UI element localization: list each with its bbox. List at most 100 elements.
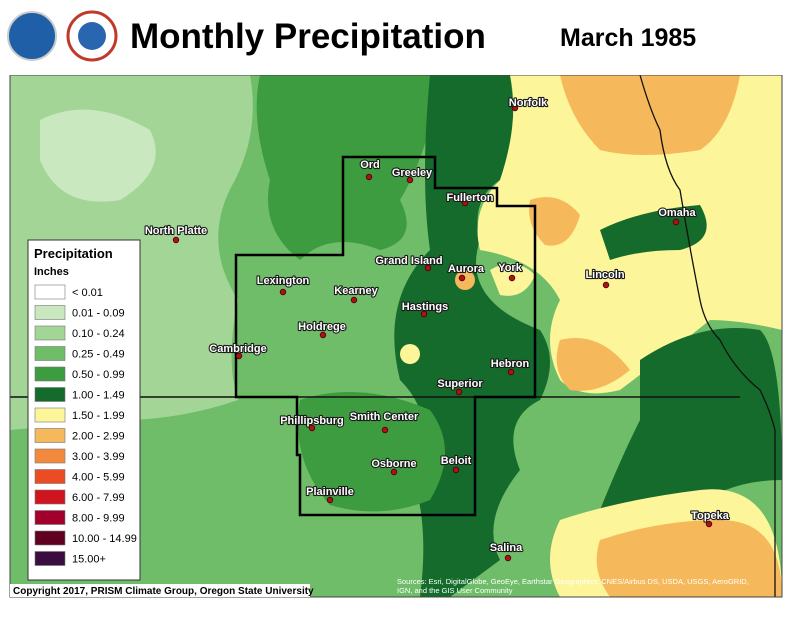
city-dot <box>326 496 334 504</box>
city-label: Salina <box>490 542 523 554</box>
city-label: Kearney <box>334 285 378 297</box>
city-label: Plainville <box>306 486 354 498</box>
city-dot <box>172 236 180 244</box>
city-label: Aurora <box>448 263 485 275</box>
city-dot <box>458 274 466 282</box>
legend-swatch <box>34 325 66 341</box>
legend-swatch <box>34 469 66 484</box>
city-dot <box>365 173 373 181</box>
city-dot <box>672 218 680 226</box>
city-label: Fullerton <box>446 192 493 204</box>
city-label: Beloit <box>441 455 472 467</box>
legend-label: 0.25 - 0.49 <box>72 349 125 361</box>
noaa-logo <box>7 11 57 61</box>
header-band <box>0 0 792 75</box>
source-text: IGN, and the GIS User Community <box>397 586 513 595</box>
city-label: North Platte <box>145 225 207 237</box>
legend-title: Precipitation <box>34 246 113 261</box>
wet-spot <box>400 344 420 364</box>
wet-region <box>256 75 440 260</box>
legend-swatch <box>34 428 66 443</box>
study-area-outline <box>234 155 537 517</box>
city-dot <box>508 274 516 282</box>
city-dot <box>461 199 469 207</box>
legend-label: 6.00 - 7.99 <box>72 492 125 504</box>
city-label: Ord <box>360 159 380 171</box>
legend-swatch <box>34 489 66 505</box>
city-label: Lincoln <box>585 269 624 281</box>
city-dot <box>452 466 460 474</box>
legend-swatch <box>34 448 66 464</box>
city-label: Hastings <box>402 301 448 313</box>
city-label: Hebron <box>491 358 530 370</box>
city-label: Phillipsburg <box>280 415 344 427</box>
city-label: Norfolk <box>509 97 548 109</box>
nws-logo-inner <box>78 22 106 50</box>
legend-swatch <box>34 366 66 382</box>
legend-label: 1.50 - 1.99 <box>72 410 125 422</box>
copyright: Copyright 2017, PRISM Climate Group, Ore… <box>13 586 314 597</box>
city-label: Lexington <box>257 275 310 287</box>
source-text: Sources: Esri, DigitalGlobe, GeoEye, Ear… <box>397 577 749 586</box>
wet-spot <box>455 270 475 290</box>
city-dot <box>420 310 428 318</box>
wet-region <box>529 197 580 246</box>
city-dot <box>279 288 287 296</box>
legend-swatch <box>34 284 66 300</box>
city-dot <box>507 368 515 376</box>
city-dot <box>308 424 316 432</box>
legend-label: 1.00 - 1.49 <box>72 390 125 402</box>
city-dot <box>504 554 512 562</box>
legend-label: 4.00 - 5.99 <box>72 472 125 484</box>
city-label: York <box>498 262 523 274</box>
legend-swatch <box>34 346 66 361</box>
date: March 1985 <box>560 24 696 52</box>
wet-region <box>596 520 782 597</box>
city-dot <box>424 264 432 272</box>
state-border <box>639 74 776 597</box>
city-dot <box>602 281 610 289</box>
legend-label: 3.00 - 3.99 <box>72 451 125 463</box>
legend-units: Inches <box>34 266 69 278</box>
city-dot <box>511 104 519 112</box>
wet-region <box>600 328 782 528</box>
city-dot <box>406 176 414 184</box>
city-label: Osborne <box>371 458 416 470</box>
dry-region <box>40 109 156 202</box>
cities: Norfolk Ord Greeley Fullerton North Platte Om… <box>144 96 731 562</box>
city-dot <box>455 388 463 396</box>
city-label: Omaha <box>658 207 696 219</box>
map <box>9 74 783 598</box>
wet-region <box>298 392 445 512</box>
copyright-bg <box>10 584 310 597</box>
legend-label: 0.01 - 0.09 <box>72 308 125 320</box>
legend-swatch <box>34 530 66 546</box>
legend-label: 10.00 - 14.99 <box>72 533 137 545</box>
legend-swatch <box>34 510 66 525</box>
city-dot <box>350 296 358 304</box>
legend-swatch <box>34 305 66 320</box>
title: Monthly Precipitation <box>130 17 486 56</box>
city-dot <box>705 520 713 528</box>
city-label: Smith Center <box>350 411 419 423</box>
city-dot <box>235 352 243 360</box>
legend: Precipitation Inches < 0.01 0.01 - 0.09 0.… <box>27 239 141 581</box>
legend-label: 2.00 - 2.99 <box>72 431 125 443</box>
city-dot <box>390 468 398 476</box>
wet-region <box>560 75 740 155</box>
legend-label: 15.00+ <box>72 554 106 566</box>
legend-label: < 0.01 <box>72 287 103 299</box>
city-label: Holdrege <box>298 321 346 333</box>
city-dot <box>381 426 389 434</box>
legend-label: 0.10 - 0.24 <box>72 328 125 340</box>
wet-region <box>556 338 630 391</box>
legend-label: 8.00 - 9.99 <box>72 513 125 525</box>
wet-region <box>600 205 707 260</box>
city-dot <box>319 331 327 339</box>
city-label: Greeley <box>392 167 433 179</box>
city-label: Topeka <box>691 510 730 522</box>
legend-label: 0.50 - 0.99 <box>72 369 125 381</box>
legend-swatch <box>34 407 66 423</box>
legend-swatch <box>34 551 66 566</box>
